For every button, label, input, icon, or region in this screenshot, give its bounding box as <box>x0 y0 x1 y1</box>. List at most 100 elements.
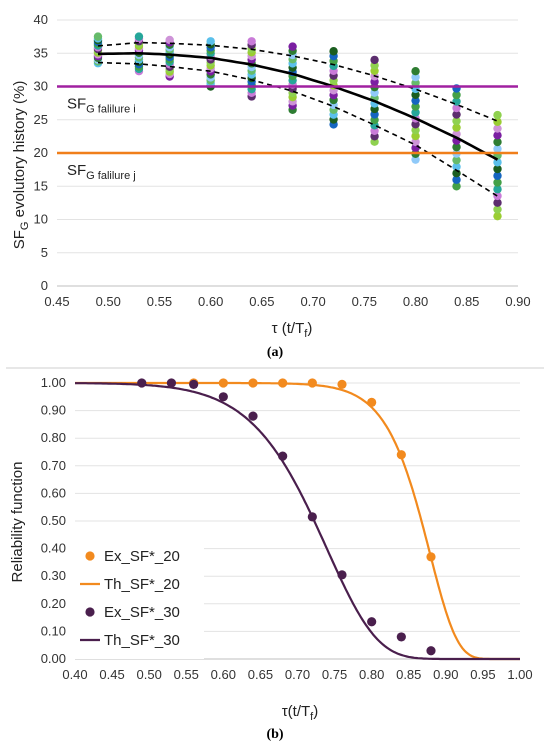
panel-b-x-tick-label: 0.55 <box>174 667 199 682</box>
panel-a-data-point <box>493 137 502 147</box>
panel-a-data-point <box>493 158 502 167</box>
panel-b-y-tick-label: 0.30 <box>41 568 66 583</box>
panel-b-y-tick-label: 1.00 <box>41 375 66 390</box>
panel-a-y-tick-label: 30 <box>34 79 48 94</box>
panel-b-y-tick-label: 0.60 <box>41 485 66 500</box>
panel-a-data-point <box>411 120 420 129</box>
panel-a-data-point <box>370 55 379 65</box>
panel-b-y-axis-label: Reliability function <box>9 462 26 583</box>
series-point-Ex_SF*_30 <box>137 378 147 388</box>
panel-a-data-point <box>493 110 502 120</box>
series-line-Th_SF*_30 <box>75 382 520 661</box>
panel-a-data-point <box>452 116 461 126</box>
panel-a-data-point <box>329 47 338 56</box>
panel-b-y-tick-label: 0.90 <box>41 403 66 418</box>
panel-a-data-point <box>452 155 461 165</box>
panel-a-y-tick-label: 25 <box>34 112 48 127</box>
panel-a-data-point <box>411 108 420 117</box>
panel-a-x-tick-label: 0.60 <box>198 294 223 309</box>
panel-a-data-point <box>493 178 502 187</box>
panel-a-data-point <box>452 90 461 100</box>
panel-a-x-tick-label: 0.65 <box>249 294 274 309</box>
panel-a-data-point <box>493 211 502 221</box>
panel-a-x-tick-label: 0.45 <box>44 294 69 309</box>
series-point-Ex_SF*_30 <box>189 379 199 389</box>
panel-a-threshold-label: SFG falilure j <box>67 162 136 182</box>
panel-a-data-point <box>411 78 420 88</box>
series-point-Ex_SF*_20 <box>396 450 406 460</box>
legend-label: Ex_SF*_30 <box>104 604 180 621</box>
panel-a-y-tick-label: 0 <box>41 278 48 293</box>
series-point-Ex_SF*_20 <box>307 378 317 388</box>
panel-a-data-point <box>493 164 502 174</box>
chart-panel-a: SFG falilure i SFG falilure j 0.45 0.50 0.5… <box>11 12 531 360</box>
panel-a-x-tick-label: 0.75 <box>352 294 377 309</box>
panel-a-data-point <box>452 162 461 171</box>
panel-a-x-tick-label: 0.85 <box>454 294 479 309</box>
panel-b-x-tick-label: 0.85 <box>396 667 421 682</box>
panel-a-x-tick-label: 0.55 <box>147 294 172 309</box>
panel-b-x-tick-label: 0.75 <box>322 667 347 682</box>
panel-b-y-tick-label: 0.10 <box>41 623 66 638</box>
panel-a-data-point <box>452 175 461 184</box>
series-point-Ex_SF*_30 <box>396 632 406 642</box>
panel-a-data-point <box>411 125 420 135</box>
panel-a-data-point <box>411 102 420 111</box>
panel-a-y-tick-label: 35 <box>34 45 48 60</box>
panel-a-data-point <box>493 191 502 201</box>
panel-b-x-tick-label: 0.45 <box>99 667 124 682</box>
legend-label: Ex_SF*_20 <box>104 548 180 565</box>
series-point-Ex_SF*_20 <box>337 379 347 389</box>
panel-b-y-tick-label: 0.80 <box>41 430 66 445</box>
series-point-Ex_SF*_30 <box>337 570 347 580</box>
panel-b-x-tick-label: 1.00 <box>507 667 532 682</box>
panel-a-data-point <box>93 32 103 41</box>
panel-a-y-tick-label: 10 <box>34 212 48 227</box>
panel-b-caption: (b) <box>266 727 283 742</box>
legend-label: Th_SF*_20 <box>104 576 180 593</box>
panel-a-x-tick-label: 0.90 <box>505 294 530 309</box>
chart-panel-b: 0.40 0.45 0.50 0.55 0.60 0.65 0.70 0.75 0.80 0.85… <box>9 375 533 742</box>
legend-swatch-point <box>85 551 95 561</box>
panel-b-x-tick-label: 0.65 <box>248 667 273 682</box>
panel-a-data-point <box>493 198 502 207</box>
panel-a-data-point <box>411 96 420 105</box>
panel-a-y-axis-label: SFG evolutory history (%) <box>11 81 31 250</box>
panel-b-x-axis-label: τ(t/Tf) <box>282 703 318 723</box>
series-line-Th_SF*_20 <box>75 381 520 661</box>
panel-a-y-tick-label: 20 <box>34 145 48 160</box>
panel-a-data-point <box>411 137 420 147</box>
panel-b-y-tick-label: 0.50 <box>41 513 66 528</box>
panel-a-data-point <box>452 182 461 191</box>
panel-a-data-point <box>411 155 420 164</box>
panel-b-x-tick-label: 0.95 <box>470 667 495 682</box>
panel-b-x-tick-label: 0.70 <box>285 667 310 682</box>
panel-a-x-tick-label: 0.50 <box>96 294 121 309</box>
series-point-Ex_SF*_20 <box>278 378 288 388</box>
panel-a-data-point <box>452 142 461 152</box>
panel-a-x-tick-label: 0.70 <box>300 294 325 309</box>
legend-label: Th_SF*_30 <box>104 632 180 649</box>
panel-a-caption: (a) <box>267 345 284 360</box>
series-point-Ex_SF*_20 <box>248 378 258 388</box>
series-point-Ex_SF*_30 <box>426 646 436 656</box>
legend: Ex_SF*_20 Th_SF*_20 Ex_SF*_30 Th_SF*_30 <box>80 548 180 649</box>
panel-a-y-tick-label: 5 <box>41 245 48 260</box>
panel-a-y-tick-label: 40 <box>34 12 48 27</box>
panel-b-x-tick-label: 0.80 <box>359 667 384 682</box>
panel-a-data-point <box>247 37 256 46</box>
series-point-Ex_SF*_30 <box>278 451 288 461</box>
panel-b-y-tick-label: 0.40 <box>41 541 66 556</box>
panel-a-data-point <box>493 144 502 153</box>
series-point-Ex_SF*_20 <box>426 552 436 562</box>
series-point-Ex_SF*_20 <box>367 397 377 407</box>
panel-a-data-point <box>452 123 461 132</box>
series-point-Ex_SF*_30 <box>307 512 317 522</box>
series-point-Ex_SF*_30 <box>367 617 377 627</box>
panel-b-x-tick-label: 0.50 <box>137 667 162 682</box>
panel-a-data-point <box>288 42 297 51</box>
panel-a-threshold-label: SFG falilure i <box>67 96 136 116</box>
panel-b-y-tick-label: 0.00 <box>41 651 66 666</box>
legend-swatch-point <box>85 607 95 617</box>
panel-b-y-tick-label: 0.70 <box>41 458 66 473</box>
